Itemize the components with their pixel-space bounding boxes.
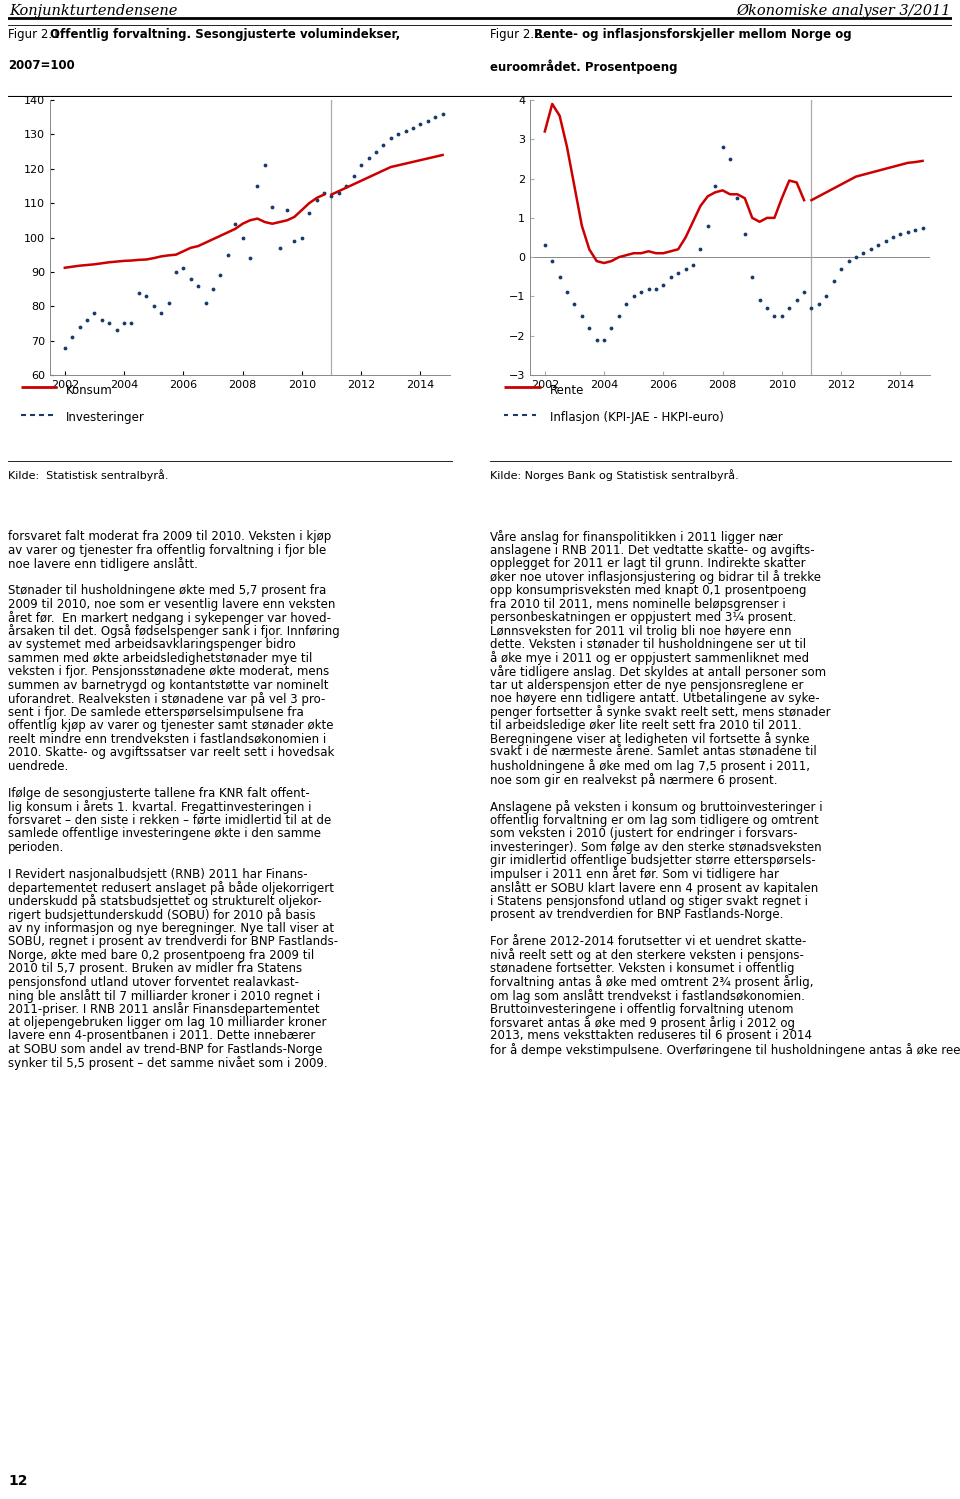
Text: Anslagene på veksten i konsum og bruttoinvesteringer i: Anslagene på veksten i konsum og bruttoi…: [490, 800, 823, 814]
Text: Bruttoinvesteringene i offentlig forvaltning utenom: Bruttoinvesteringene i offentlig forvalt…: [490, 1003, 794, 1015]
Text: Våre anslag for finanspolitikken i 2011 ligger nær: Våre anslag for finanspolitikken i 2011 …: [490, 531, 782, 544]
Text: personbeskatningen er oppjustert med 3¼ prosent.: personbeskatningen er oppjustert med 3¼ …: [490, 612, 797, 624]
Text: noe lavere enn tidligere anslått.: noe lavere enn tidligere anslått.: [8, 558, 198, 571]
Text: uendrede.: uendrede.: [8, 760, 68, 772]
Text: fra 2010 til 2011, mens nominelle beløpsgrenser i: fra 2010 til 2011, mens nominelle beløps…: [490, 598, 785, 610]
Text: synker til 5,5 prosent – det samme nivået som i 2009.: synker til 5,5 prosent – det samme nivåe…: [8, 1057, 327, 1070]
Text: Konsum: Konsum: [66, 384, 112, 397]
Text: husholdningene å øke med om lag 7,5 prosent i 2011,: husholdningene å øke med om lag 7,5 pros…: [490, 760, 810, 773]
Text: 2010 til 5,7 prosent. Bruken av midler fra Statens: 2010 til 5,7 prosent. Bruken av midler f…: [8, 962, 302, 974]
Text: at oljepengebruken ligger om lag 10 milliarder kroner: at oljepengebruken ligger om lag 10 mill…: [8, 1016, 326, 1028]
Text: For årene 2012-2014 forutsetter vi et uendret skatte-: For årene 2012-2014 forutsetter vi et ue…: [490, 935, 806, 947]
Text: samlede offentlige investeringene økte i den samme: samlede offentlige investeringene økte i…: [8, 827, 321, 839]
Text: om lag som anslått trendvekst i fastlandsøkonomien.: om lag som anslått trendvekst i fastland…: [490, 989, 804, 1003]
Text: reelt mindre enn trendveksten i fastlandsøkonomien i: reelt mindre enn trendveksten i fastland…: [8, 733, 326, 745]
Text: Stønader til husholdningene økte med 5,7 prosent fra: Stønader til husholdningene økte med 5,7…: [8, 585, 326, 597]
Text: noe som gir en realvekst på nærmere 6 prosent.: noe som gir en realvekst på nærmere 6 pr…: [490, 773, 778, 787]
Text: Figur 2.2.: Figur 2.2.: [490, 28, 545, 40]
Text: noe høyere enn tidligere antatt. Utbetalingene av syke-: noe høyere enn tidligere antatt. Utbetal…: [490, 693, 820, 705]
Text: veksten i fjor. Pensjonsstønadene økte moderat, mens: veksten i fjor. Pensjonsstønadene økte m…: [8, 666, 329, 678]
Text: anslagene i RNB 2011. Det vedtatte skatte- og avgifts-: anslagene i RNB 2011. Det vedtatte skatt…: [490, 544, 815, 556]
Text: sammen med økte arbeidsledighetstønader mye til: sammen med økte arbeidsledighetstønader …: [8, 652, 312, 664]
Text: stønadene fortsetter. Veksten i konsumet i offentlig: stønadene fortsetter. Veksten i konsumet…: [490, 962, 795, 974]
Text: euroområdet. Prosentpoeng: euroområdet. Prosentpoeng: [490, 58, 678, 73]
Text: Kilde:  Statistisk sentralbyrå.: Kilde: Statistisk sentralbyrå.: [8, 469, 169, 481]
Text: lig konsum i årets 1. kvartal. Fregattinvesteringen i: lig konsum i årets 1. kvartal. Fregattin…: [8, 800, 311, 814]
Text: rigert budsjettunderskudd (SOBU) for 2010 på basis: rigert budsjettunderskudd (SOBU) for 201…: [8, 908, 316, 922]
Text: til arbeidsledige øker lite reelt sett fra 2010 til 2011.: til arbeidsledige øker lite reelt sett f…: [490, 720, 802, 732]
Text: av ny informasjon og nye beregninger. Nye tall viser at: av ny informasjon og nye beregninger. Ny…: [8, 922, 334, 934]
Text: opp konsumprisveksten med knapt 0,1 prosentpoeng: opp konsumprisveksten med knapt 0,1 pros…: [490, 585, 806, 597]
Text: Norge, økte med bare 0,2 prosentpoeng fra 2009 til: Norge, økte med bare 0,2 prosentpoeng fr…: [8, 949, 314, 961]
Text: 2013, mens veksttakten reduseres til 6 prosent i 2014: 2013, mens veksttakten reduseres til 6 p…: [490, 1030, 812, 1042]
Text: anslått er SOBU klart lavere enn 4 prosent av kapitalen: anslått er SOBU klart lavere enn 4 prose…: [490, 881, 818, 895]
Text: av varer og tjenester fra offentlig forvaltning i fjor ble: av varer og tjenester fra offentlig forv…: [8, 544, 326, 556]
Text: forsvaret – den siste i rekken – førte imidlertid til at de: forsvaret – den siste i rekken – førte i…: [8, 814, 331, 826]
Text: forsvaret falt moderat fra 2009 til 2010. Veksten i kjøp: forsvaret falt moderat fra 2009 til 2010…: [8, 531, 331, 543]
Text: forsvaret antas å øke med 9 prosent årlig i 2012 og: forsvaret antas å øke med 9 prosent årli…: [490, 1016, 795, 1030]
Text: 2010. Skatte- og avgiftssatser var reelt sett i hovedsak: 2010. Skatte- og avgiftssatser var reelt…: [8, 747, 334, 758]
Text: investeringer). Som følge av den sterke stønadsveksten: investeringer). Som følge av den sterke …: [490, 841, 822, 853]
Text: øker noe utover inflasjonsjustering og bidrar til å trekke: øker noe utover inflasjonsjustering og b…: [490, 571, 821, 585]
Text: Kilde: Norges Bank og Statistisk sentralbyrå.: Kilde: Norges Bank og Statistisk sentral…: [490, 469, 739, 481]
Text: som veksten i 2010 (justert for endringer i forsvars-: som veksten i 2010 (justert for endringe…: [490, 827, 798, 839]
Text: 2011-priser. I RNB 2011 anslår Finansdepartementet: 2011-priser. I RNB 2011 anslår Finansdep…: [8, 1003, 320, 1016]
Text: Konjunkturtendensene: Konjunkturtendensene: [10, 4, 178, 18]
Text: Beregningene viser at ledigheten vil fortsette å synke: Beregningene viser at ledigheten vil for…: [490, 733, 809, 747]
Text: året før.  En markert nedgang i sykepenger var hoved-: året før. En markert nedgang i sykepenge…: [8, 612, 331, 625]
Text: summen av barnetrygd og kontantstøtte var nominelt: summen av barnetrygd og kontantstøtte va…: [8, 679, 328, 691]
Text: for å dempe vekstimpulsene. Overføringene til husholdningene antas å øke reelt m: for å dempe vekstimpulsene. Overføringen…: [490, 1043, 960, 1057]
Text: offentlig forvaltning er om lag som tidligere og omtrent: offentlig forvaltning er om lag som tidl…: [490, 814, 819, 826]
Text: Offentlig forvaltning. Sesongjusterte volumindekser,: Offentlig forvaltning. Sesongjusterte vo…: [50, 28, 400, 40]
Text: årsaken til det. Også fødselspenger sank i fjor. Innføring: årsaken til det. Også fødselspenger sank…: [8, 625, 340, 639]
Text: penger fortsetter å synke svakt reelt sett, mens stønader: penger fortsetter å synke svakt reelt se…: [490, 706, 830, 720]
Text: offentlig kjøp av varer og tjenester samt stønader økte: offentlig kjøp av varer og tjenester sam…: [8, 720, 333, 732]
Text: prosent av trendverdien for BNP Fastlands-Norge.: prosent av trendverdien for BNP Fastland…: [490, 908, 783, 920]
Text: gir imidlertid offentlige budsjetter større etterspørsels-: gir imidlertid offentlige budsjetter stø…: [490, 854, 816, 866]
Text: forvaltning antas å øke med omtrent 2¾ prosent årlig,: forvaltning antas å øke med omtrent 2¾ p…: [490, 976, 813, 989]
Text: impulser i 2011 enn året før. Som vi tidligere har: impulser i 2011 enn året før. Som vi tid…: [490, 868, 779, 881]
Text: Rente: Rente: [550, 384, 585, 397]
Text: Lønnsveksten for 2011 vil trolig bli noe høyere enn: Lønnsveksten for 2011 vil trolig bli noe…: [490, 625, 791, 637]
Text: underskudd på statsbudsjettet og strukturelt oljekor-: underskudd på statsbudsjettet og struktu…: [8, 895, 322, 908]
Text: av systemet med arbeidsavklaringspenger bidro: av systemet med arbeidsavklaringspenger …: [8, 639, 296, 651]
Text: nivå reelt sett og at den sterkere veksten i pensjons-: nivå reelt sett og at den sterkere vekst…: [490, 949, 804, 962]
Text: tar ut alderspensjon etter de nye pensjonsreglene er: tar ut alderspensjon etter de nye pensjo…: [490, 679, 804, 691]
Text: Inflasjon (KPI-JAE - HKPI-euro): Inflasjon (KPI-JAE - HKPI-euro): [550, 411, 724, 424]
Text: Rente- og inflasjonsforskjeller mellom Norge og: Rente- og inflasjonsforskjeller mellom N…: [534, 28, 852, 40]
Text: våre tidligere anslag. Det skyldes at antall personer som: våre tidligere anslag. Det skyldes at an…: [490, 666, 827, 679]
Text: Investeringer: Investeringer: [66, 411, 145, 424]
Text: uforandret. Realveksten i stønadene var på vel 3 pro-: uforandret. Realveksten i stønadene var …: [8, 693, 325, 706]
Text: pensjonsfond utland utover forventet realavkast-: pensjonsfond utland utover forventet rea…: [8, 976, 299, 988]
Text: å øke mye i 2011 og er oppjustert sammenliknet med: å øke mye i 2011 og er oppjustert sammen…: [490, 652, 809, 666]
Text: Ifølge de sesongjusterte tallene fra KNR falt offent-: Ifølge de sesongjusterte tallene fra KNR…: [8, 787, 310, 799]
Text: opplegget for 2011 er lagt til grunn. Indirekte skatter: opplegget for 2011 er lagt til grunn. In…: [490, 558, 805, 570]
Text: 2007=100: 2007=100: [8, 58, 75, 72]
Text: SOBU, regnet i prosent av trendverdi for BNP Fastlands-: SOBU, regnet i prosent av trendverdi for…: [8, 935, 338, 947]
Text: Figur 2.1.: Figur 2.1.: [8, 28, 63, 40]
Text: departementet redusert anslaget på både oljekorrigert: departementet redusert anslaget på både …: [8, 881, 334, 895]
Text: Økonomiske analyser 3/2011: Økonomiske analyser 3/2011: [736, 4, 950, 18]
Text: ning ble anslått til 7 milliarder kroner i 2010 regnet i: ning ble anslått til 7 milliarder kroner…: [8, 989, 321, 1003]
Text: at SOBU som andel av trend-BNP for Fastlands-Norge: at SOBU som andel av trend-BNP for Fastl…: [8, 1043, 323, 1055]
Text: 2009 til 2010, noe som er vesentlig lavere enn veksten: 2009 til 2010, noe som er vesentlig lave…: [8, 598, 335, 610]
Text: dette. Veksten i stønader til husholdningene ser ut til: dette. Veksten i stønader til husholdnin…: [490, 639, 806, 651]
Text: 12: 12: [8, 1474, 28, 1489]
Text: I Revidert nasjonalbudsjett (RNB) 2011 har Finans-: I Revidert nasjonalbudsjett (RNB) 2011 h…: [8, 868, 307, 880]
Text: perioden.: perioden.: [8, 841, 64, 853]
Text: sent i fjor. De samlede etterspørselsimpulsene fra: sent i fjor. De samlede etterspørselsimp…: [8, 706, 303, 718]
Text: svakt i de nærmeste årene. Samlet antas stønadene til: svakt i de nærmeste årene. Samlet antas …: [490, 747, 817, 758]
Text: lavere enn 4-prosentbanen i 2011. Dette innebærer: lavere enn 4-prosentbanen i 2011. Dette …: [8, 1030, 316, 1042]
Text: i Statens pensjonsfond utland og stiger svakt regnet i: i Statens pensjonsfond utland og stiger …: [490, 895, 808, 907]
